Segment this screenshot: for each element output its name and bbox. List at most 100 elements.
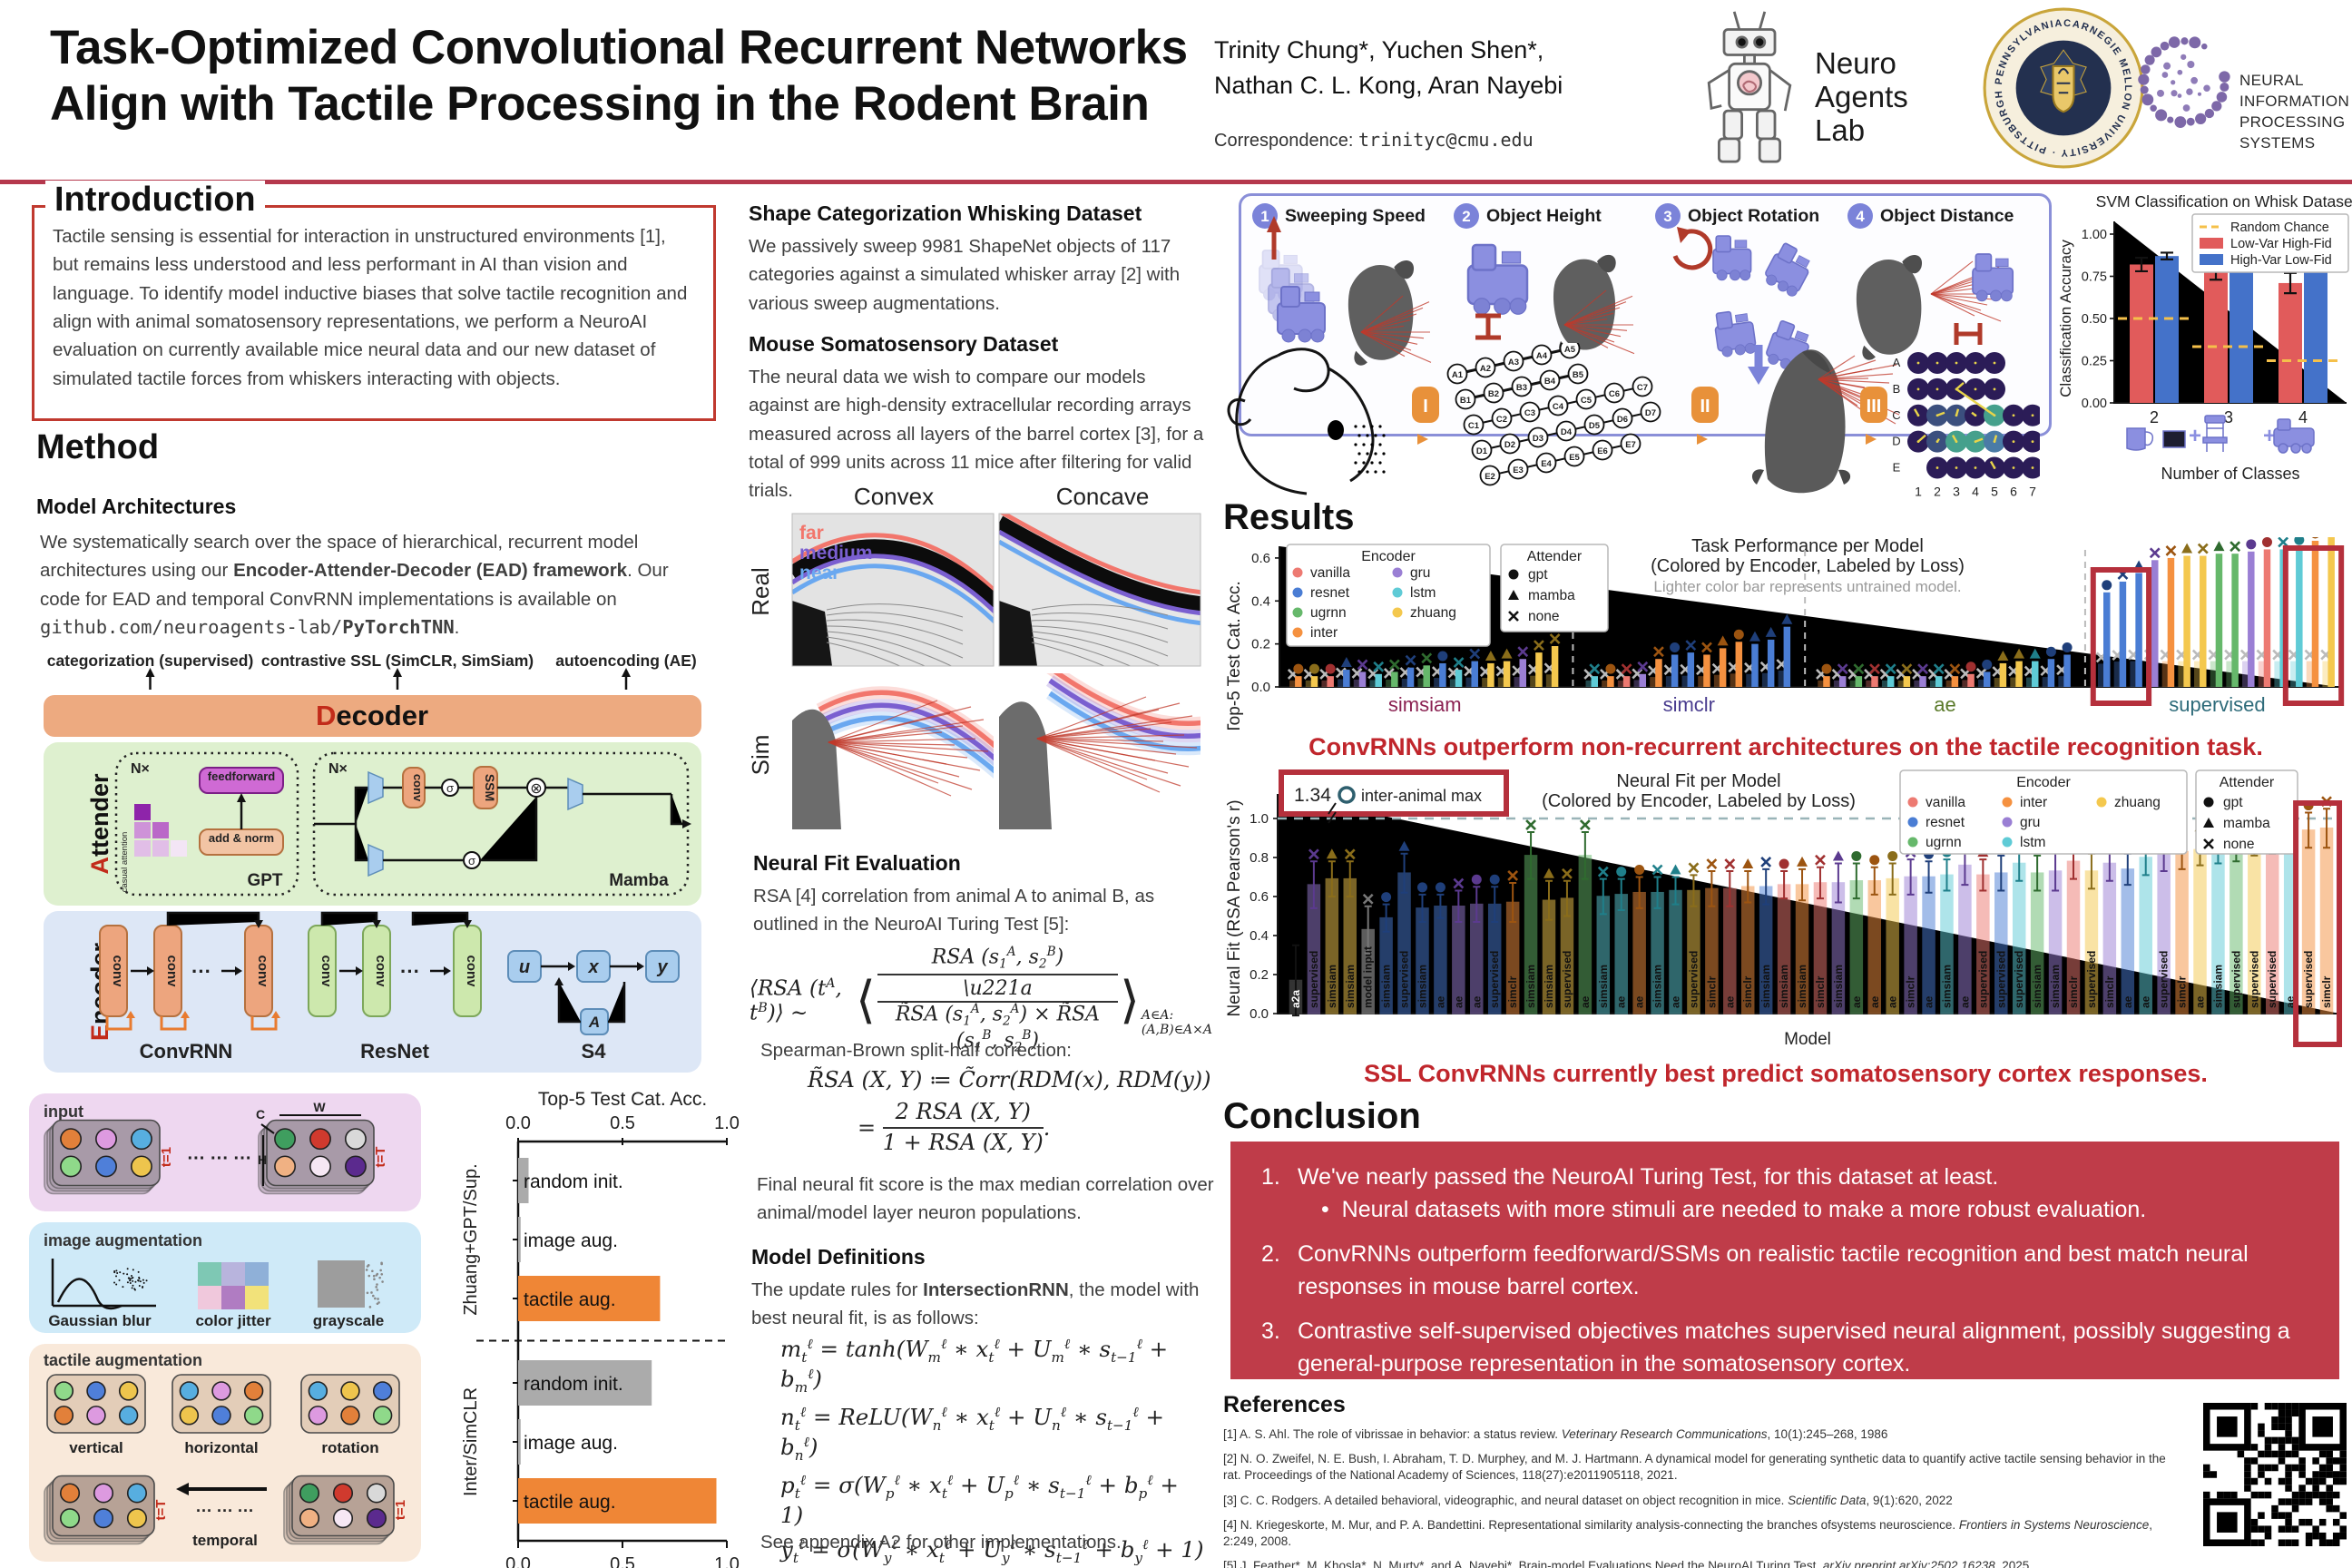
tactile-augmentation-panel: tactile augmentation vertical horizontal ro… [29, 1344, 421, 1562]
svg-text:0.5: 0.5 [610, 1554, 635, 1568]
svg-text:Low-Var High-Fid: Low-Var High-Fid [2230, 237, 2332, 251]
shape-dataset-heading: Shape Categorization Whisking Dataset [749, 201, 1142, 226]
svg-text:High-Var Low-Fid: High-Var Low-Fid [2230, 253, 2332, 268]
svg-text:ae: ae [2122, 995, 2134, 1008]
svg-text:simsiam: simsiam [1796, 965, 1808, 1008]
svg-text:ae: ae [1670, 995, 1682, 1008]
svg-text:t=T: t=T [153, 1500, 169, 1521]
neurips-logo [2131, 18, 2238, 150]
svg-text:Encoder: Encoder [1361, 549, 1416, 564]
conclusion-item: 1. We've nearly passed the NeuroAI Turing… [1261, 1161, 2308, 1226]
svg-text:C5: C5 [1581, 396, 1592, 406]
svg-text:Attender: Attender [2220, 775, 2275, 790]
svg-text:···: ··· [191, 960, 211, 983]
svg-text:Encoder: Encoder [2016, 775, 2071, 790]
svg-text:Real: Real [749, 567, 774, 615]
svg-text:ae: ae [1850, 995, 1863, 1008]
svg-text:simclr: simclr [1705, 975, 1718, 1008]
svg-text:Task Performance per Model: Task Performance per Model [1691, 537, 1924, 556]
svg-text:supervised: supervised [1398, 951, 1411, 1008]
svg-text:Lighter color bar represents u: Lighter color bar represents untrained m… [1653, 578, 1961, 595]
qr-code[interactable] [2203, 1403, 2347, 1551]
svg-text:add & norm: add & norm [209, 831, 274, 845]
svg-text:ae: ae [1723, 995, 1736, 1008]
svg-text:C: C [1892, 408, 1900, 422]
svg-text:vanilla: vanilla [1926, 795, 1965, 810]
svg-text:C: C [256, 1107, 265, 1122]
svg-text:C1: C1 [1468, 421, 1480, 431]
svg-text:4: 4 [2298, 408, 2308, 426]
authors: Trinity Chung*, Yuchen Shen*, Nathan C. … [1214, 33, 1563, 103]
header-rule [0, 180, 2352, 184]
svg-text:simsiam: simsiam [1651, 965, 1664, 1008]
svg-text:···: ··· [400, 960, 420, 983]
svg-text:a2a: a2a [1289, 990, 1302, 1008]
rsa-fraction-equation: = 2 RSA (X, Y) 1 + RSA (X, Y) . [858, 1100, 1050, 1155]
svg-text:0.6: 0.6 [1250, 889, 1269, 905]
fit-caption: SSL ConvRNNs currently best predict soma… [1227, 1060, 2345, 1088]
svg-text:(Colored by Encoder, Labeled b: (Colored by Encoder, Labeled by Loss) [1542, 791, 1856, 811]
svg-text:autoencoding (AE): autoencoding (AE) [555, 652, 697, 670]
svg-text:resnet: resnet [1310, 585, 1350, 601]
svg-text:0.0: 0.0 [1250, 1006, 1269, 1022]
svg-text:resnet: resnet [1926, 815, 1965, 830]
svg-text:D6: D6 [1617, 415, 1628, 425]
svg-text:0.75: 0.75 [2082, 270, 2107, 285]
svg-text:ae: ae [2140, 995, 2152, 1008]
svg-text:A: A [1893, 356, 1901, 369]
svg-text:2: 2 [2150, 408, 2159, 426]
svg-text:simclr: simclr [1741, 975, 1754, 1008]
svg-text:W: W [313, 1100, 326, 1114]
svg-text:image aug.: image aug. [524, 1230, 618, 1251]
equation-line: mtℓ = tanh(Wmℓ ∗ xtℓ + Umℓ ∗ st−1ℓ + bmℓ… [780, 1336, 1207, 1396]
svg-text:7: 7 [2029, 484, 2036, 497]
svg-text:categorization (supervised): categorization (supervised) [47, 652, 254, 670]
svg-text:0.0: 0.0 [1251, 680, 1270, 695]
cmu-seal-logo: CARNEGIE MELLON UNIVERSITY · PITTSBURGH … [1983, 7, 2144, 173]
svg-text:B1: B1 [1460, 396, 1472, 406]
svg-text:ResNet: ResNet [360, 1040, 429, 1063]
correspondence-email[interactable]: trinityc@cmu.edu [1358, 129, 1534, 151]
svg-text:far: far [799, 523, 824, 544]
svg-text:y: y [656, 957, 668, 977]
svg-text:tactile aug.: tactile aug. [524, 1492, 616, 1513]
svg-text:random init.: random init. [524, 1374, 623, 1395]
svg-text:x: x [587, 957, 599, 977]
svg-text:Model: Model [1784, 1030, 1831, 1049]
svg-text:simsiam: simsiam [1524, 965, 1537, 1008]
svg-text:0.25: 0.25 [2082, 355, 2107, 369]
svg-text:3: 3 [1953, 484, 1960, 497]
svg-text:E3: E3 [1513, 466, 1524, 475]
model-definitions-intro: The update rules for IntersectionRNN, th… [751, 1276, 1210, 1333]
svg-text:··· ··· ···: ··· ··· ··· [187, 1149, 251, 1169]
svg-text:zhuang: zhuang [1410, 605, 1456, 621]
svg-text:ae: ae [1934, 693, 1955, 716]
reference-item: [1] A. S. Ahl. The role of vibrissae in … [1223, 1426, 2187, 1443]
svg-text:0.2: 0.2 [1251, 637, 1270, 652]
authors-line-1: Trinity Chung*, Yuchen Shen*, [1214, 33, 1563, 68]
svg-text:random init.: random init. [524, 1171, 623, 1192]
svg-text:E6: E6 [1597, 446, 1608, 456]
svg-text:Mamba: Mamba [609, 871, 669, 890]
svg-text:medium: medium [799, 543, 873, 564]
svg-text:ae: ae [1868, 995, 1881, 1008]
svg-text:D7: D7 [1645, 408, 1656, 418]
svg-text:ae: ae [1579, 995, 1592, 1008]
svg-text:Top-5 Test Cat. Acc.: Top-5 Test Cat. Acc. [1227, 581, 1244, 730]
svg-text:gpt: gpt [2223, 795, 2243, 810]
svg-text:supervised: supervised [2169, 693, 2265, 716]
svg-text:casual attention: casual attention [120, 832, 130, 893]
svg-text:simclr: simclr [2067, 975, 2080, 1008]
svg-text:1.0: 1.0 [1250, 811, 1269, 827]
svg-text:B5: B5 [1573, 370, 1584, 380]
svg-text:feedforward: feedforward [208, 769, 275, 783]
svg-text:simsiam: simsiam [2031, 965, 2043, 1008]
svg-text:2: 2 [1934, 484, 1941, 497]
svg-text:simsiam: simsiam [1759, 965, 1772, 1008]
ead-framework-diagram: categorization (supervised) contrastive S… [36, 652, 715, 1078]
svg-text:simsiam: simsiam [1778, 965, 1790, 1008]
svg-text:supervised: supervised [1561, 951, 1573, 1008]
svg-text:B2: B2 [1488, 389, 1499, 399]
svg-text:none: none [2223, 837, 2254, 852]
svg-text:Zhuang+GPT/Sup.: Zhuang+GPT/Sup. [461, 1163, 481, 1315]
